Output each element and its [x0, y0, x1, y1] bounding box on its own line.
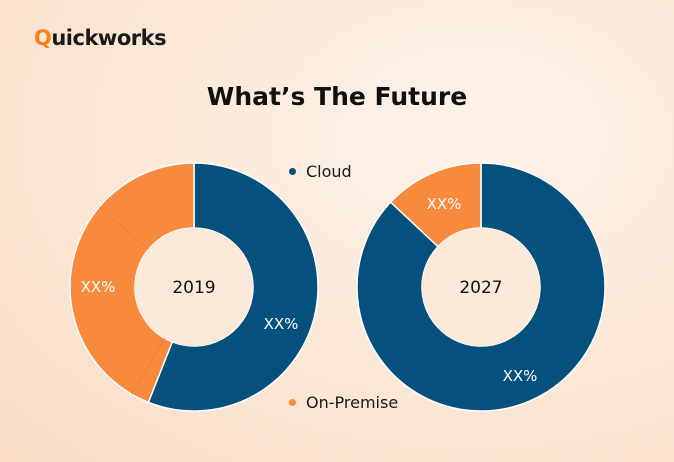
slice-label-on-premise-2027: XX%: [427, 195, 462, 213]
center-label-2027: 2027: [459, 278, 502, 298]
slice-divider-2: [131, 337, 165, 395]
legend-on-premise-dot: [289, 399, 296, 406]
legend-cloud-dot: [289, 168, 296, 175]
brand-logo-text: uickworks: [51, 26, 167, 50]
donut-hole-2019: [135, 228, 253, 346]
legend-on-premise-label: On-Premise: [306, 393, 399, 412]
brand-logo: Quickworks: [34, 26, 167, 50]
chart-title: What’s The Future: [206, 82, 468, 111]
brand-logo-q: Q: [34, 26, 52, 50]
slice-label-cloud-2019: XX%: [264, 315, 299, 333]
donut-hole-2027: [422, 228, 540, 346]
legend-cloud: Cloud: [289, 162, 352, 181]
slice-label-on-premise-2019: XX%: [81, 278, 116, 296]
legend-cloud-label: Cloud: [306, 162, 352, 181]
legend-on-premise: On-Premise: [289, 393, 398, 412]
center-label-2019: 2019: [172, 278, 215, 298]
donut-chart-2019: 2019 XX% XX%: [69, 162, 319, 412]
slice-label-cloud-2027: XX%: [503, 367, 538, 385]
slice-divider-1: [98, 206, 150, 250]
donut-chart-2027: 2027 XX% XX%: [356, 162, 606, 412]
